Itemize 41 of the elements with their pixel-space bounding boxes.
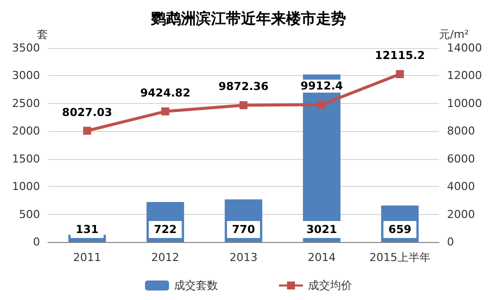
y-tick-label: 1500 <box>12 152 40 166</box>
y2-tick-label: 10000 <box>447 96 482 110</box>
point <box>396 70 404 78</box>
data-label: 770 <box>232 223 256 236</box>
y-tick-label: 2000 <box>12 124 40 138</box>
y-tick-label: 3500 <box>12 42 40 54</box>
data-label: 12115.2 <box>374 49 425 62</box>
y2-axis-title: 元/m² <box>439 28 469 41</box>
y-tick-label: 2500 <box>12 96 40 110</box>
y-tick-label: 0 <box>33 236 40 248</box>
y-axis-title: 套 <box>37 28 48 41</box>
point <box>240 101 248 110</box>
data-label: 659 <box>388 223 412 236</box>
x-tick-label: 2015上半年 <box>369 251 430 264</box>
x-tick-label: 2014 <box>308 251 336 264</box>
legend-label: 成交均价 <box>308 279 352 292</box>
y2-tick-label: 12000 <box>447 69 482 82</box>
point <box>318 100 326 109</box>
point <box>161 107 170 116</box>
data-label: 3021 <box>306 223 338 236</box>
data-label: 722 <box>154 223 177 236</box>
y-tick-label: 1000 <box>12 180 40 194</box>
x-tick-label: 2013 <box>230 251 258 264</box>
y2-tick-label: 6000 <box>447 152 475 166</box>
y-tick-label: 3000 <box>12 69 40 82</box>
data-label: 9872.36 <box>218 80 269 94</box>
data-label: 9912.4 <box>300 80 344 93</box>
data-label: 9424.82 <box>140 86 190 100</box>
chart-title: 鹦鹉洲滨江带近年来楼市走势 <box>150 10 346 28</box>
y2-tick-label: 0 <box>447 236 454 248</box>
y2-tick-label: 8000 <box>447 124 475 138</box>
x-tick-label: 2011 <box>73 251 102 264</box>
x-tick-label: 2012 <box>151 251 180 264</box>
y2-tick-label: 2000 <box>447 208 475 221</box>
point <box>83 126 92 135</box>
legend-label: 成交套数 <box>174 279 218 292</box>
y2-tick-label: 4000 <box>447 180 475 194</box>
y2-tick-label: 14000 <box>447 42 482 54</box>
data-label: 131 <box>76 223 99 236</box>
y-tick-label: 500 <box>19 208 40 221</box>
data-label: 8027.03 <box>62 106 112 119</box>
